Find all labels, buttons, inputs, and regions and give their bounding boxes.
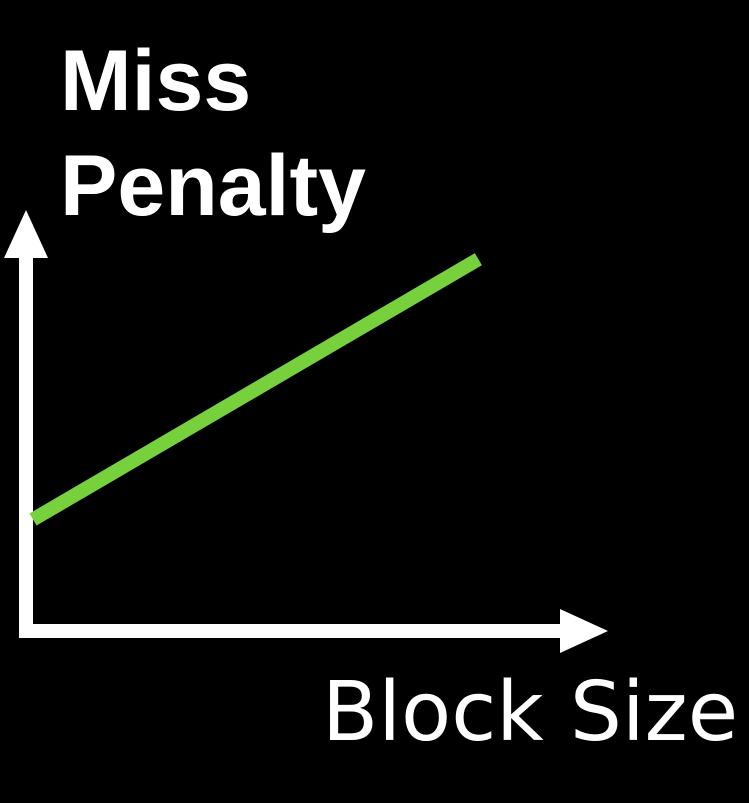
y-axis-arrow-icon: [4, 210, 48, 258]
y-axis-label-line-1: Miss: [60, 33, 251, 129]
series-group: [29, 253, 482, 526]
x-axis-label: Block Size: [322, 665, 738, 760]
y-axis-label-line-2: Penalty: [60, 138, 366, 234]
x-axis-arrow-icon: [560, 609, 608, 653]
series-line-0: [29, 253, 482, 526]
